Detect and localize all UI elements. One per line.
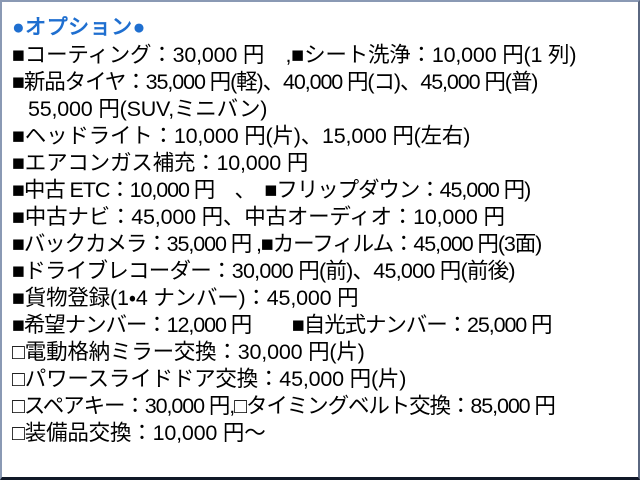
option-line-headlight: ■ヘッドライト：10,000 円(片)、15,000 円(左右) xyxy=(12,124,471,148)
option-line-aircon-gas: ■エアコンガス補充：10,000 円 xyxy=(12,151,309,175)
option-line-coating: ■コーティング：30,000 円 ,■シート洗浄：10,000 円(1 列) xyxy=(12,43,577,67)
option-line-spare-key: □スペアキー：30,000 円,□タイミングベルト交換：85,000 円 xyxy=(12,394,556,418)
option-line-new-tires-cont: 55,000 円(SUV,ミニバン) xyxy=(28,97,268,121)
option-line-used-etc: ■中古 ETC：10,000 円 、 ■フリップダウン：45,000 円) xyxy=(12,178,531,202)
option-line-equipment-replacement: □装備品交換：10,000 円～ xyxy=(12,421,266,445)
options-heading: ●オプション● xyxy=(12,16,146,39)
option-line-power-mirror: □電動格納ミラー交換：30,000 円(片) xyxy=(12,340,365,364)
option-line-preferred-number: ■希望ナンバー：12,000 円 ■自光式ナンバー：25,000 円 xyxy=(12,313,553,337)
option-line-new-tires: ■新品タイヤ：35,000 円(軽)、40,000 円(コ)、45,000 円(… xyxy=(12,70,538,94)
option-line-drive-recorder: ■ドライブレコーダー：30,000 円(前)、45,000 円(前後) xyxy=(12,259,516,283)
option-line-used-navi: ■中古ナビ：45,000 円、中古オーディオ：10,000 円 xyxy=(12,205,505,229)
option-line-cargo-registration: ■貨物登録(1・4 ナンバー)：45,000 円 xyxy=(12,286,359,310)
option-line-power-slide-door: □パワースライドドア交換：45,000 円(片) xyxy=(12,367,407,391)
options-list: ●オプション● ■コーティング：30,000 円 ,■シート洗浄：10,000 … xyxy=(12,14,638,447)
option-line-back-camera: ■バックカメラ：35,000 円 ,■カーフィルム：45,000 円(3面) xyxy=(12,232,542,256)
